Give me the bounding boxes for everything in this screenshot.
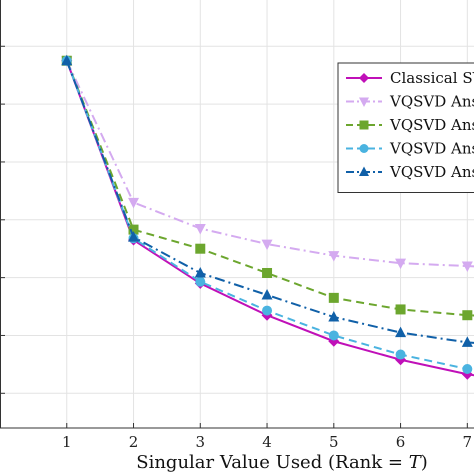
- data-point: [359, 166, 369, 176]
- data-point: [328, 330, 339, 341]
- series-line: [65, 60, 474, 268]
- data-point: [359, 120, 369, 130]
- data-point: [328, 292, 339, 303]
- data-point: [261, 288, 273, 300]
- data-point: [261, 239, 273, 251]
- data-point: [328, 310, 340, 322]
- series-line: [65, 60, 474, 377]
- x-tick-label: 6: [396, 433, 406, 451]
- legend-label: VQSVD Ansatz 1: [389, 93, 474, 111]
- data-point: [128, 224, 139, 235]
- data-point: [195, 276, 206, 287]
- data-point: [462, 364, 473, 375]
- data-point: [61, 54, 73, 66]
- legend: Classical SVD VQSVD Ansatz 1 VQSVD Ansatz …: [337, 62, 474, 193]
- data-point: [461, 336, 473, 347]
- data-point: [262, 267, 273, 278]
- x-tick-label: 2: [129, 433, 139, 451]
- data-point: [262, 305, 273, 316]
- x-tick-label: 7: [463, 433, 473, 451]
- series-layer: [61, 54, 474, 380]
- data-point: [128, 231, 140, 242]
- data-point: [194, 266, 206, 278]
- legend-label: VQSVD Ansatz 3: [389, 140, 474, 158]
- x-tick-label: 1: [62, 433, 72, 451]
- x-tick-label: 4: [262, 433, 272, 451]
- legend-label: VQSVD Ansatz 4: [389, 163, 474, 181]
- series-line: [65, 60, 474, 371]
- data-point: [195, 243, 206, 254]
- data-point: [359, 97, 369, 107]
- data-point: [328, 251, 340, 262]
- data-point: [395, 304, 406, 315]
- series-line: [65, 60, 474, 317]
- data-point: [395, 258, 407, 270]
- data-point: [128, 197, 140, 209]
- x-tick-label: 5: [329, 433, 339, 451]
- x-tick-label: 3: [196, 433, 206, 451]
- series-line: [65, 60, 474, 344]
- data-point: [395, 326, 407, 338]
- data-point: [461, 261, 473, 273]
- data-point: [194, 223, 206, 235]
- data-point: [359, 73, 369, 83]
- axes: 1 2 3 4 5 6 7: [0, 0, 474, 451]
- data-point: [395, 349, 406, 360]
- series-vqsvd-ansatz-3: [61, 55, 474, 375]
- legend-label: VQSVD Ansatz 2: [389, 116, 474, 134]
- legend-label: Classical SVD: [390, 69, 474, 87]
- data-point: [359, 144, 369, 153]
- data-point: [462, 310, 473, 321]
- series-vqsvd-ansatz-4: [61, 54, 474, 347]
- x-axis-label: Singular Value Used (Rank = T): [136, 452, 428, 473]
